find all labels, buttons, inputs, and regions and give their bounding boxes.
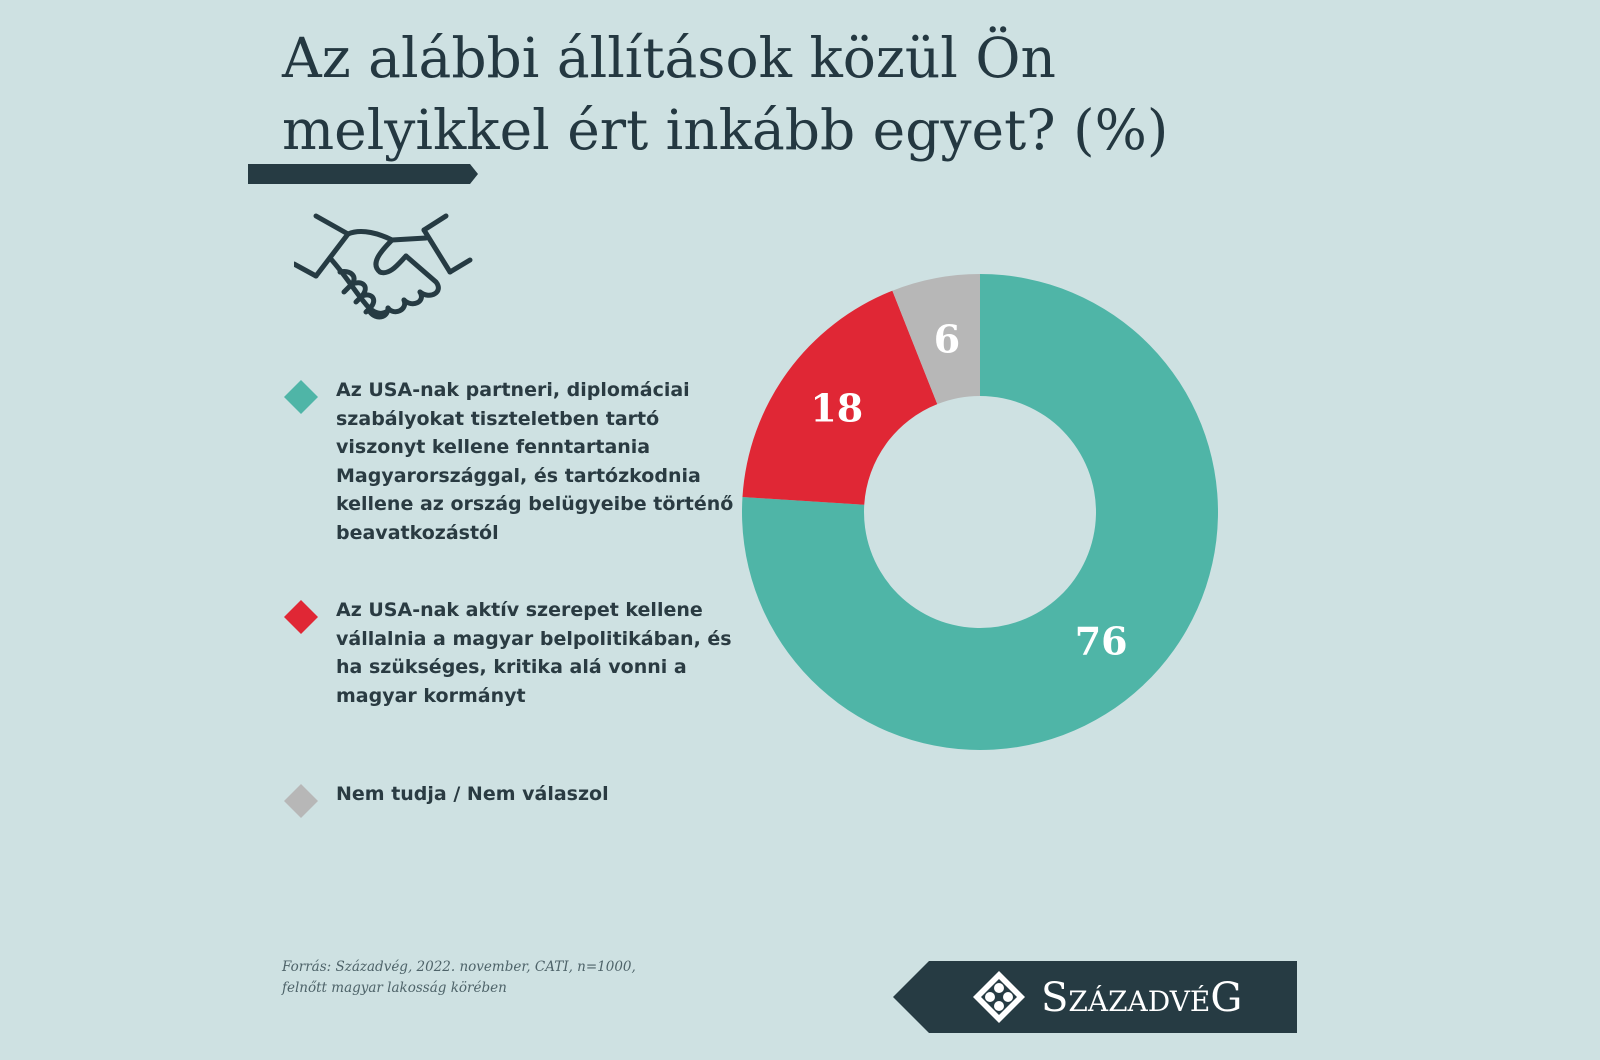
swatch-diamond xyxy=(284,784,318,818)
slice-partneri xyxy=(742,274,1218,750)
handshake-icon xyxy=(294,213,473,320)
logo-emblem-icon xyxy=(973,971,1025,1023)
szazadveg-logo: SzázadvéG xyxy=(893,961,1297,1033)
donut-chart: 76 18 6 xyxy=(742,274,1218,750)
legend-swatch-teal-icon xyxy=(284,380,318,414)
legend-label-partneri: Az USA-nak partneri, diplomáciai szabály… xyxy=(336,379,734,544)
data-label-76: 76 xyxy=(1075,619,1128,664)
data-label-18: 18 xyxy=(810,385,863,430)
swatch-diamond xyxy=(284,380,318,414)
slice-nem-tudja xyxy=(892,274,980,405)
data-label-6: 6 xyxy=(934,316,960,361)
legend-label-aktiv: Az USA-nak aktív szerepet kellene vállal… xyxy=(336,599,732,707)
legend-swatch-red-icon xyxy=(284,600,318,634)
source-note: Forrás: Századvég, 2022. november, CATI,… xyxy=(282,957,702,999)
source-line-2: felnőtt magyar lakosság körében xyxy=(282,980,507,996)
logo-wordmark: SzázadvéG xyxy=(1041,975,1242,1021)
swatch-diamond xyxy=(284,600,318,634)
slice-aktiv xyxy=(742,290,938,505)
legend-label-nem-tudja: Nem tudja / Nem válaszol xyxy=(336,783,609,805)
legend-swatch-gray-icon xyxy=(284,784,318,818)
title-underline-bar xyxy=(248,164,478,184)
page-title: Az alábbi állítások közül Ön melyikkel é… xyxy=(282,26,1169,162)
source-line-1: Forrás: Századvég, 2022. november, CATI,… xyxy=(282,959,636,975)
